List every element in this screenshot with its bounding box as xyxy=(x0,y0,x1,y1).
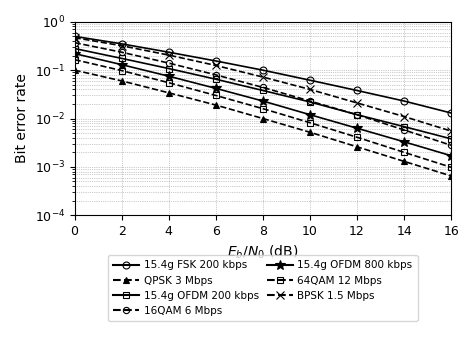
Legend: 15.4g FSK 200 kbps, QPSK 3 Mbps, 15.4g OFDM 200 kbps, 16QAM 6 Mbps, 15.4g OFDM 8: 15.4g FSK 200 kbps, QPSK 3 Mbps, 15.4g O… xyxy=(108,255,418,321)
X-axis label: $E_b/N_0$ (dB): $E_b/N_0$ (dB) xyxy=(227,244,299,261)
Y-axis label: Bit error rate: Bit error rate xyxy=(15,74,29,163)
